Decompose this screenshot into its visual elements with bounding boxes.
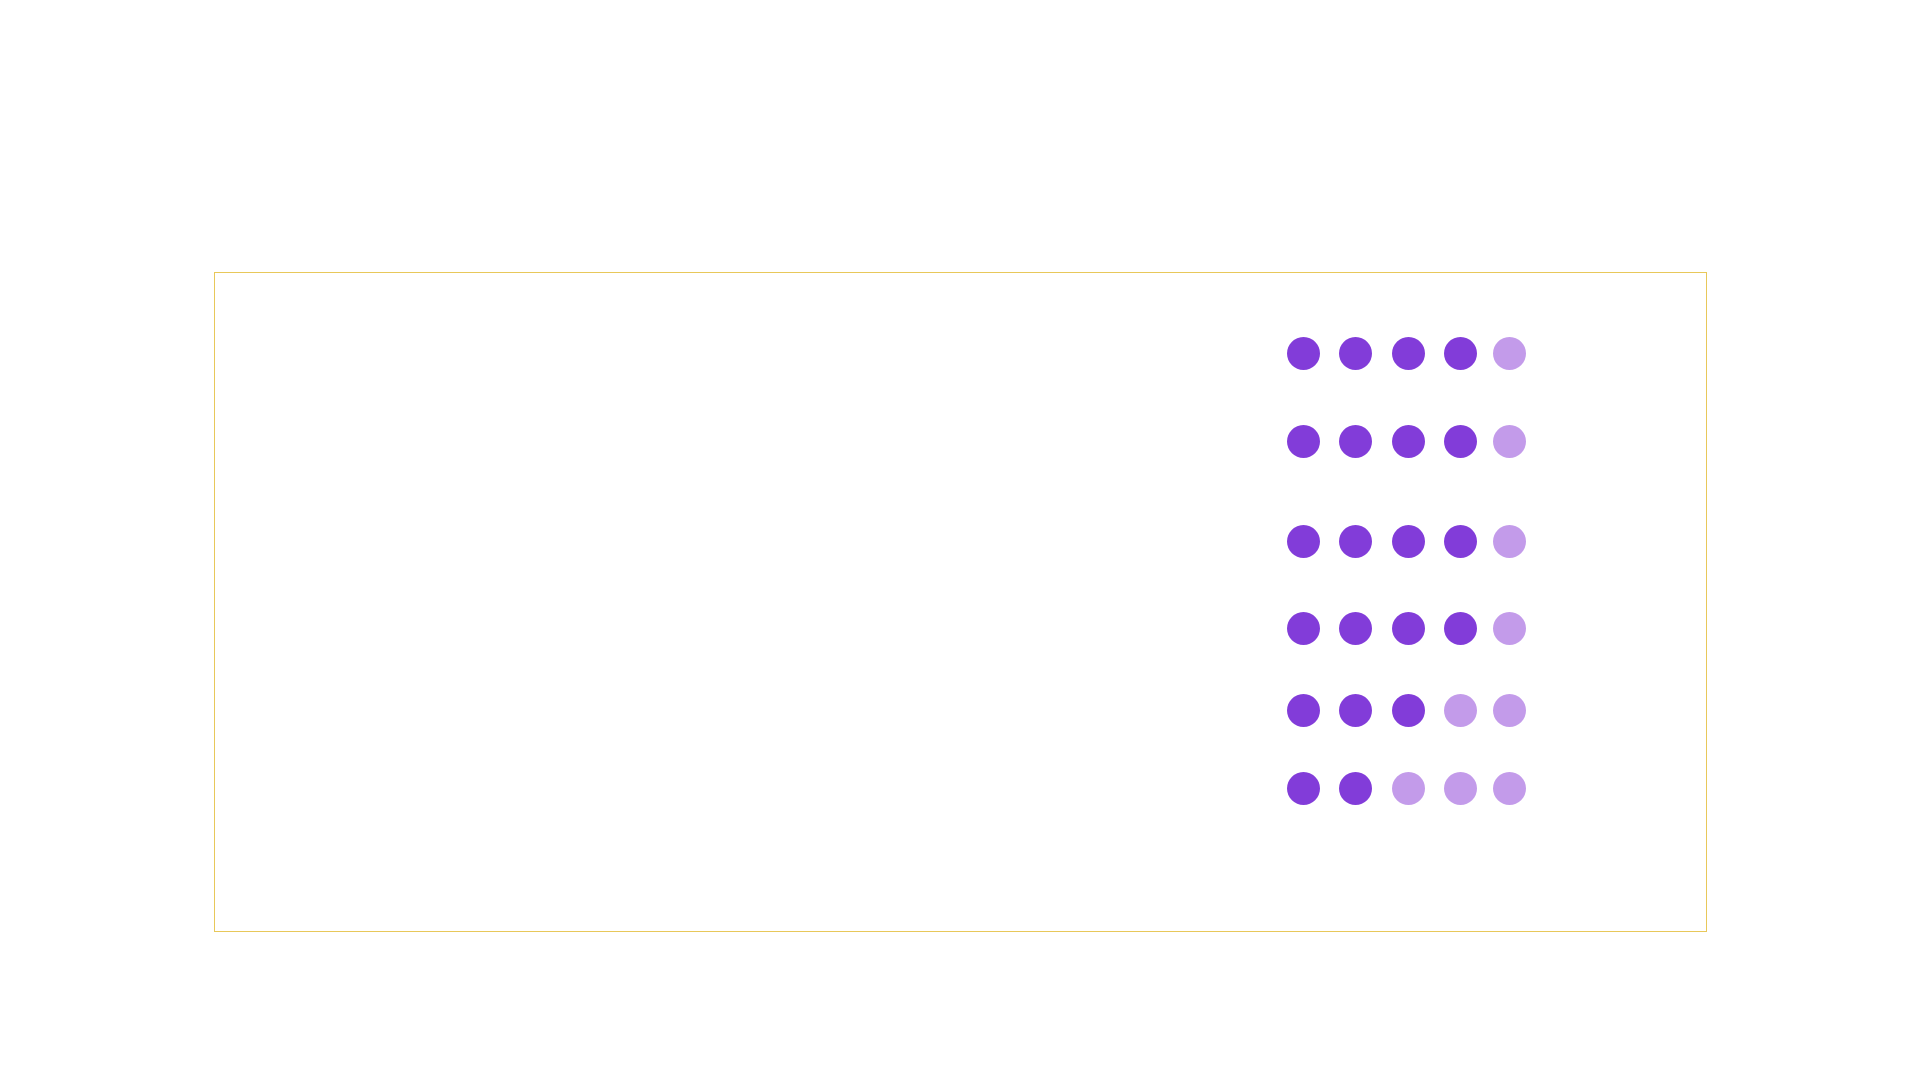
- rating-row: [1287, 694, 1529, 728]
- rating-row: [1287, 772, 1529, 806]
- rating-dot-filled: [1339, 425, 1372, 458]
- content-frame: [214, 272, 1707, 932]
- rating-dot-empty: [1493, 694, 1526, 727]
- rating-dot-filled: [1287, 694, 1320, 727]
- rating-dot-filled: [1339, 694, 1372, 727]
- rating-dot-filled: [1392, 337, 1425, 370]
- rating-dot-filled: [1339, 772, 1372, 805]
- rating-dot-empty: [1493, 525, 1526, 558]
- rating-dot-filled: [1392, 525, 1425, 558]
- rating-dot-filled: [1444, 612, 1477, 645]
- rating-dot-filled: [1339, 612, 1372, 645]
- rating-dot-empty: [1444, 772, 1477, 805]
- rating-dot-filled: [1444, 425, 1477, 458]
- rating-dot-empty: [1493, 772, 1526, 805]
- rating-dot-filled: [1444, 525, 1477, 558]
- rating-dot-empty: [1493, 425, 1526, 458]
- rating-dot-empty: [1493, 612, 1526, 645]
- rating-dot-filled: [1339, 525, 1372, 558]
- rating-dot-filled: [1444, 337, 1477, 370]
- rating-dot-filled: [1287, 337, 1320, 370]
- rating-dot-filled: [1287, 525, 1320, 558]
- rating-row: [1287, 525, 1529, 559]
- rating-dot-filled: [1392, 612, 1425, 645]
- rating-dot-filled: [1392, 694, 1425, 727]
- dot-rating-grid: [1287, 337, 1529, 807]
- rating-dot-empty: [1392, 772, 1425, 805]
- rating-row: [1287, 425, 1529, 459]
- rating-dot-filled: [1287, 612, 1320, 645]
- rating-dot-filled: [1339, 337, 1372, 370]
- rating-dot-filled: [1287, 772, 1320, 805]
- rating-row: [1287, 612, 1529, 646]
- rating-dot-filled: [1287, 425, 1320, 458]
- rating-dot-filled: [1392, 425, 1425, 458]
- rating-dot-empty: [1493, 337, 1526, 370]
- rating-dot-empty: [1444, 694, 1477, 727]
- rating-row: [1287, 337, 1529, 371]
